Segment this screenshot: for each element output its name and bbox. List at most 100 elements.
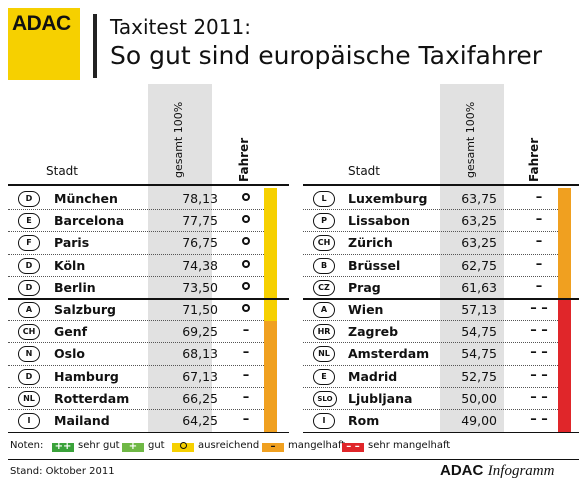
- total-score: 54,75: [461, 346, 497, 362]
- country-code-badge: A: [313, 302, 335, 318]
- footer-brand: ADAC Infogramm: [440, 462, 554, 480]
- driver-rating: – –: [530, 323, 548, 339]
- total-score: 76,75: [182, 235, 218, 251]
- right-table-row: I Rom 49,00 – –: [303, 410, 579, 432]
- right-table-row: A Wien 57,13 – –: [303, 299, 579, 321]
- total-score: 68,13: [182, 346, 218, 362]
- legend-symbol-ausreichend: [172, 441, 194, 453]
- legend-text-sehr-mangelhaft: sehr mangelhaft: [368, 440, 451, 451]
- title-line-1: Taxitest 2011:: [110, 15, 251, 39]
- left-header-stadt: Stadt: [46, 164, 78, 178]
- right-header-fahrer-label: Fahrer: [527, 137, 541, 182]
- city-name: Zagreb: [348, 324, 399, 340]
- total-score: 66,25: [182, 390, 218, 406]
- city-name: Amsterdam: [348, 346, 430, 362]
- total-score: 71,50: [182, 302, 218, 317]
- row-separator: [8, 386, 264, 388]
- footer-brand-infogramm: Infogramm: [487, 463, 555, 479]
- right-table-row: L Luxemburg 63,75 –: [303, 188, 579, 210]
- driver-rating: –: [535, 212, 543, 228]
- country-code-badge: N: [18, 346, 40, 363]
- left-header-fahrer-label: Fahrer: [237, 137, 251, 182]
- city-name: Berlin: [54, 279, 96, 295]
- left-header-rule: [8, 184, 289, 186]
- total-score: 64,25: [182, 413, 218, 428]
- row-separator: [8, 275, 264, 277]
- legend-swatch-sehr-mangelhaft: – –: [342, 441, 364, 452]
- right-table-row: CH Zürich 63,25 –: [303, 232, 579, 254]
- country-code-badge: CH: [313, 235, 335, 252]
- total-score: 50,00: [461, 390, 497, 406]
- country-code-badge: NL: [313, 346, 335, 363]
- driver-rating: –: [535, 278, 543, 294]
- footer-rule: [8, 459, 579, 460]
- total-score: 63,25: [461, 213, 497, 229]
- city-name: Mailand: [54, 413, 110, 428]
- total-score: 52,75: [461, 368, 497, 384]
- legend-symbol-sehr-mangelhaft: – –: [346, 441, 360, 452]
- legend-symbol-gut: +: [128, 441, 138, 452]
- city-name: Wien: [348, 302, 384, 317]
- driver-rating: –: [242, 412, 250, 427]
- circle-icon: [242, 281, 250, 290]
- city-name: Hamburg: [54, 368, 119, 384]
- country-code-badge: D: [18, 257, 40, 274]
- rating-ausreichend-icon: [232, 279, 260, 294]
- country-code-badge: D: [18, 191, 40, 207]
- total-score: 63,25: [461, 235, 497, 251]
- legend-swatch-mangelhaft: –: [262, 441, 284, 452]
- city-name: Rom: [348, 413, 380, 428]
- legend-text-sehr-gut: sehr gut: [78, 440, 120, 451]
- left-bottom-rule: [8, 432, 289, 433]
- circle-icon: [242, 304, 250, 312]
- adac-logo: ADAC: [8, 8, 80, 80]
- adac-logo-text: ADAC: [12, 12, 71, 35]
- driver-rating: –: [535, 234, 543, 250]
- driver-rating: –: [242, 345, 250, 361]
- country-code-badge: D: [18, 279, 40, 296]
- left-table-row: E Barcelona 77,75: [8, 210, 289, 232]
- city-name: Genf: [54, 324, 88, 340]
- left-table-row: D Berlin 73,50: [8, 277, 289, 299]
- rating-ausreichend-icon: [232, 212, 260, 227]
- left-group-rule: [8, 298, 289, 300]
- left-score-column-bg: [148, 84, 212, 433]
- circle-icon: [242, 215, 250, 224]
- rating-ausreichend-icon: [232, 301, 260, 316]
- country-code-badge: I: [18, 413, 40, 429]
- footer-brand-adac: ADAC: [440, 462, 484, 479]
- left-table-row: D Hamburg 67,13 –: [8, 366, 289, 388]
- right-table-row: B Brüssel 62,75 –: [303, 255, 579, 277]
- left-header-gesamt-label: gesamt 100%: [172, 101, 185, 178]
- right-table-row: P Lissabon 63,25 –: [303, 210, 579, 232]
- legend-swatch-ausreichend: [172, 441, 194, 453]
- total-score: 62,75: [461, 257, 497, 273]
- driver-rating: – –: [530, 389, 548, 405]
- driver-rating: –: [535, 256, 543, 272]
- city-name: Ljubljana: [348, 390, 413, 406]
- legend-symbol-mangelhaft: –: [270, 441, 276, 452]
- city-name: Lissabon: [348, 213, 410, 229]
- total-score: 74,38: [182, 257, 218, 273]
- left-bar-mangelhaft: [264, 321, 277, 432]
- legend-text-ausreichend: ausreichend: [198, 440, 260, 451]
- city-name: München: [54, 191, 118, 206]
- page-title: So gut sind europäische Taxifahrer: [110, 41, 543, 70]
- legend-text-gut: gut: [148, 440, 165, 451]
- city-name: Madrid: [348, 368, 398, 384]
- left-table-row: NL Rotterdam 66,25 –: [8, 388, 289, 410]
- legend-text-mangelhaft: mangelhaft: [288, 440, 346, 451]
- right-table-row: CZ Prag 61,63 –: [303, 277, 579, 299]
- total-score: 77,75: [182, 213, 218, 229]
- row-separator: [8, 342, 264, 344]
- right-table-row: E Madrid 52,75 – –: [303, 366, 579, 388]
- rating-ausreichend-icon: [232, 234, 260, 249]
- country-code-badge: CH: [18, 324, 40, 341]
- country-code-badge: HR: [313, 324, 335, 341]
- row-separator: [303, 386, 558, 388]
- left-table-row: I Mailand 64,25 –: [8, 410, 289, 432]
- driver-rating: –: [535, 190, 543, 205]
- city-name: Barcelona: [54, 213, 125, 229]
- left-table-row: CH Genf 69,25 –: [8, 321, 289, 343]
